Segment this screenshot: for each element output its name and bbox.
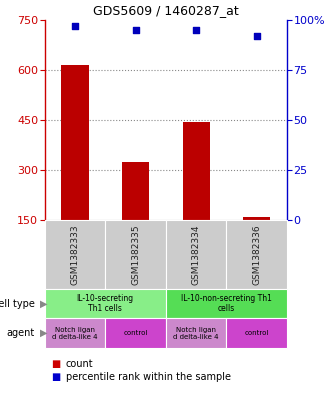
Text: GSM1382333: GSM1382333 [70, 224, 80, 285]
Text: GSM1382334: GSM1382334 [192, 224, 201, 285]
Title: GDS5609 / 1460287_at: GDS5609 / 1460287_at [93, 4, 239, 17]
Text: GSM1382336: GSM1382336 [252, 224, 261, 285]
Text: ▶: ▶ [40, 328, 47, 338]
Text: count: count [66, 358, 94, 369]
Bar [122, 162, 149, 270]
Bar [243, 217, 270, 270]
Text: agent: agent [6, 328, 35, 338]
Text: cell type: cell type [0, 299, 35, 309]
Text: Notch ligan
d delta-like 4: Notch ligan d delta-like 4 [52, 327, 98, 340]
Text: IL-10-non-secreting Th1
cells: IL-10-non-secreting Th1 cells [181, 294, 272, 313]
Point [254, 33, 259, 39]
Text: GSM1382335: GSM1382335 [131, 224, 140, 285]
Text: ▶: ▶ [40, 299, 47, 309]
Bar [61, 65, 88, 270]
Point [72, 22, 78, 29]
Text: ■: ■ [51, 358, 60, 369]
Bar [182, 121, 210, 270]
Text: ■: ■ [51, 372, 60, 382]
Text: control: control [245, 330, 269, 336]
Text: IL-10-secreting
Th1 cells: IL-10-secreting Th1 cells [77, 294, 134, 313]
Text: percentile rank within the sample: percentile rank within the sample [66, 372, 231, 382]
Text: control: control [123, 330, 148, 336]
Point [133, 27, 138, 33]
Point [193, 27, 199, 33]
Text: Notch ligan
d delta-like 4: Notch ligan d delta-like 4 [173, 327, 219, 340]
